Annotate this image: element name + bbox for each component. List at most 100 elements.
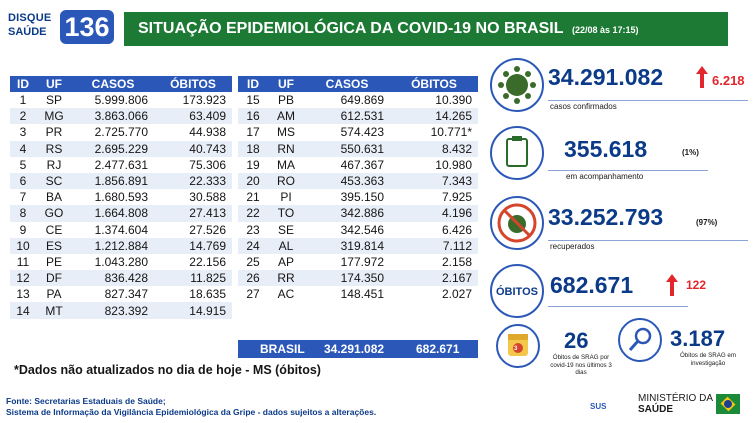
cell-uf: CE bbox=[45, 222, 63, 237]
cell-casos: 2.477.631 bbox=[94, 157, 148, 172]
recovered-value: 33.252.793 bbox=[548, 204, 664, 230]
deaths-value: 682.671 bbox=[550, 272, 634, 298]
cell-casos: 319.814 bbox=[304, 237, 390, 254]
table-row: 13 PA 827.347 18.635 bbox=[10, 286, 232, 302]
table-row: 8 GO 1.664.808 27.413 bbox=[10, 205, 232, 222]
cell-casos: 2.725.770 bbox=[94, 125, 148, 140]
no-virus-icon bbox=[490, 196, 544, 250]
cell-obitos: 18.635 bbox=[189, 287, 226, 302]
cell-casos: 467.367 bbox=[340, 157, 384, 172]
cell-id: 1 bbox=[19, 93, 27, 108]
states-table-right: ID UF CASOS ÓBITOS 15 PB 649.869 10.390 16 AM… bbox=[238, 76, 478, 302]
recovered-pct: (97%) bbox=[696, 218, 718, 227]
srag-3days-label: Óbitos de SRAG por covid-19 nos últimos … bbox=[550, 354, 612, 376]
srag-investigation-label: Óbitos de SRAG em investigação bbox=[679, 352, 737, 367]
source-line-1: Fonte: Secretarias Estaduais de Saúde; bbox=[6, 396, 166, 406]
deaths-increase: 122 bbox=[686, 278, 707, 292]
cell-uf: SC bbox=[36, 172, 72, 190]
title-bar: SITUAÇÃO EPIDEMIOLÓGICA DA COVID-19 NO B… bbox=[124, 12, 728, 46]
cell-casos: 1.043.280 bbox=[94, 254, 148, 269]
cell-obitos: 40.743 bbox=[154, 140, 232, 157]
cell-casos: 453.363 bbox=[304, 172, 390, 190]
cell-casos: 550.631 bbox=[304, 140, 390, 157]
cell-obitos: 7.925 bbox=[441, 190, 472, 205]
footnote: *Dados não atualizados no dia de hoje - … bbox=[14, 363, 321, 377]
cell-uf: RO bbox=[268, 172, 304, 190]
cell-obitos: 2.167 bbox=[390, 270, 478, 287]
col-id: ID bbox=[10, 76, 36, 92]
cell-casos: 1.664.808 bbox=[72, 205, 154, 222]
recovered-label: recuperados bbox=[550, 242, 595, 251]
table-row: 16 AM 612.531 14.265 bbox=[238, 108, 478, 125]
states-table-left: ID UF CASOS ÓBITOS 1 SP 5.999.806 173.923 2 M… bbox=[10, 76, 232, 319]
source-line-2: Sistema de Informação da Vigilância Epid… bbox=[6, 407, 377, 417]
table-row: 24 AL 319.814 7.112 bbox=[238, 237, 478, 254]
cell-id: 17 bbox=[246, 125, 260, 140]
cell-uf: GO bbox=[36, 205, 72, 222]
cell-id: 24 bbox=[238, 237, 268, 254]
cell-id: 25 bbox=[246, 254, 260, 269]
cell-id: 21 bbox=[246, 190, 260, 205]
cell-casos: 1.856.891 bbox=[72, 172, 154, 190]
cell-casos: 823.392 bbox=[72, 302, 154, 319]
cell-obitos: 10.390 bbox=[435, 93, 472, 108]
table-row: 20 RO 453.363 7.343 bbox=[238, 172, 478, 190]
col-casos: CASOS bbox=[304, 76, 390, 92]
cell-obitos: 7.343 bbox=[390, 172, 478, 190]
cell-id: 5 bbox=[19, 157, 27, 172]
cell-casos: 649.869 bbox=[340, 93, 384, 108]
ministry-line2: SAÚDE bbox=[638, 404, 674, 415]
logo-line1: DISQUE bbox=[8, 12, 52, 24]
divider bbox=[548, 306, 688, 307]
cell-casos: 1.374.604 bbox=[94, 222, 148, 237]
magnifier-icon bbox=[618, 318, 662, 362]
cell-uf: AC bbox=[277, 287, 295, 302]
cell-obitos: 11.825 bbox=[154, 270, 232, 287]
cell-obitos: 4.196 bbox=[390, 205, 478, 222]
sus-logo: SUS bbox=[590, 402, 607, 411]
col-uf: UF bbox=[268, 76, 304, 92]
cell-obitos: 10.771* bbox=[430, 125, 472, 140]
ministry-logo: SUS MINISTÉRIO DA SAÚDE bbox=[590, 390, 750, 420]
logo-number: 136 bbox=[60, 10, 114, 44]
ministry-line1: MINISTÉRIO DA bbox=[638, 393, 714, 404]
total-label: BRASIL bbox=[260, 342, 305, 356]
cell-id: 6 bbox=[10, 172, 36, 190]
cell-casos: 174.350 bbox=[304, 270, 390, 287]
cell-casos: 342.546 bbox=[340, 222, 384, 237]
cell-uf: DF bbox=[36, 270, 72, 287]
brazil-flag-icon bbox=[716, 394, 740, 414]
cell-id: 7 bbox=[19, 190, 27, 205]
total-obitos: 682.671 bbox=[416, 342, 460, 356]
cell-obitos: 14.769 bbox=[154, 237, 232, 254]
cell-id: 13 bbox=[16, 287, 30, 302]
table-row: 25 AP 177.972 2.158 bbox=[238, 254, 478, 270]
clipboard-icon bbox=[490, 126, 544, 180]
cell-casos: 177.972 bbox=[340, 254, 384, 269]
table-row: 10 ES 1.212.884 14.769 bbox=[10, 237, 232, 254]
table-row: 21 PI 395.150 7.925 bbox=[238, 189, 478, 205]
cell-uf: TO bbox=[268, 205, 304, 222]
cell-uf: AM bbox=[268, 108, 304, 125]
cell-obitos: 63.409 bbox=[154, 108, 232, 125]
monitoring-value: 355.618 bbox=[564, 136, 648, 162]
summary-panel: 34.291.082 6.218 casos confirmados 355.6… bbox=[490, 56, 752, 386]
cell-id: 9 bbox=[19, 222, 27, 237]
cell-id: 15 bbox=[246, 93, 260, 108]
cell-casos: 1.680.593 bbox=[94, 190, 148, 205]
table-row: 1 SP 5.999.806 173.923 bbox=[10, 92, 232, 108]
cell-uf: MA bbox=[277, 157, 295, 172]
cell-id: 14 bbox=[10, 302, 36, 319]
cell-id: 19 bbox=[246, 157, 260, 172]
cell-obitos: 44.938 bbox=[189, 125, 226, 140]
cell-uf: AP bbox=[277, 254, 294, 269]
cell-obitos: 6.426 bbox=[441, 222, 472, 237]
arrow-up-icon bbox=[696, 66, 708, 88]
table-row: 15 PB 649.869 10.390 bbox=[238, 92, 478, 108]
table-row: 5 RJ 2.477.631 75.306 bbox=[10, 157, 232, 173]
table-header-row: ID UF CASOS ÓBITOS bbox=[238, 76, 478, 92]
virus-icon bbox=[490, 58, 544, 112]
cell-uf: SE bbox=[277, 222, 294, 237]
cell-obitos: 14.915 bbox=[154, 302, 232, 319]
col-casos: CASOS bbox=[72, 76, 154, 92]
